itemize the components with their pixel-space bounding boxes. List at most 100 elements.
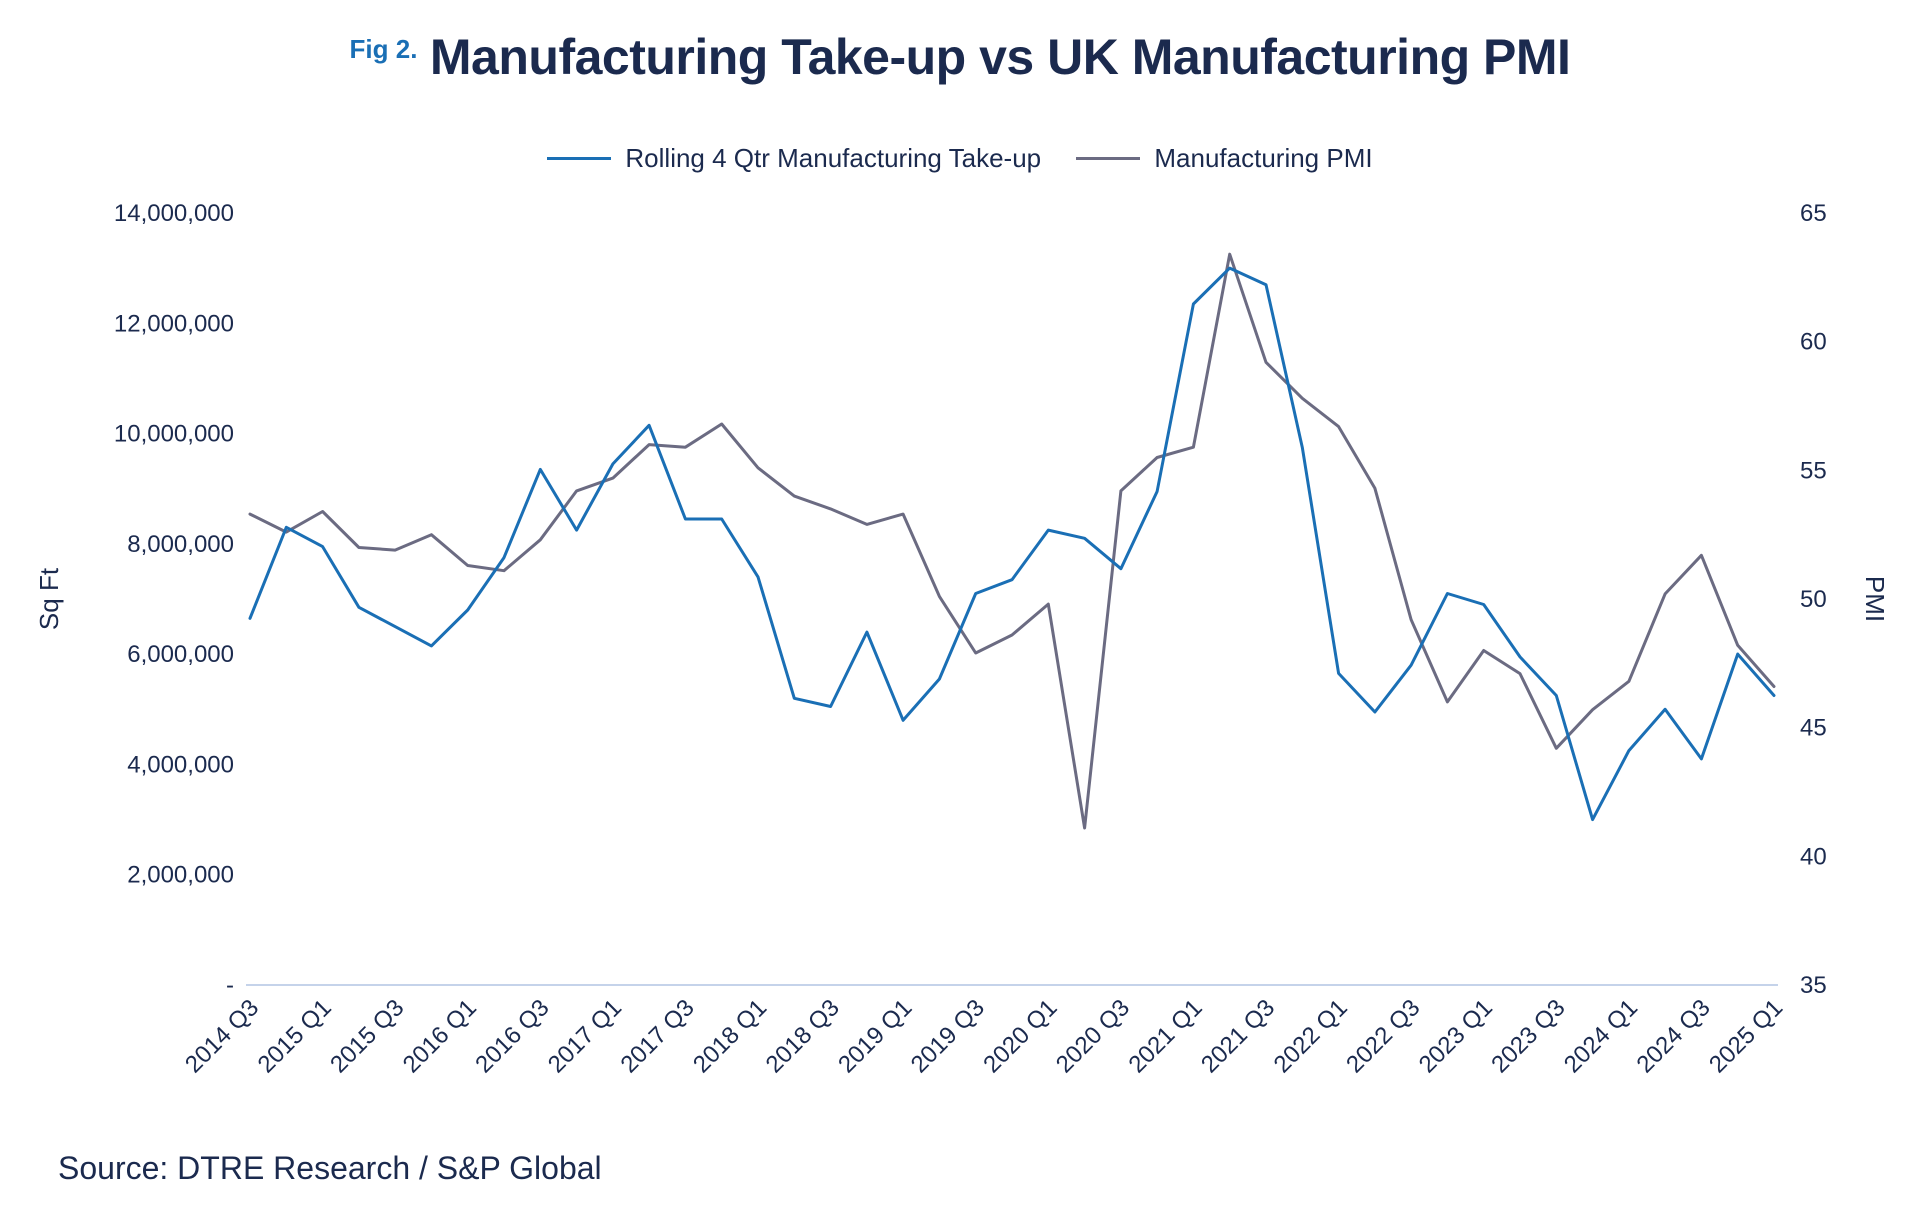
x-tick-label: 2017 Q1: [543, 994, 627, 1078]
series-line-takeup: [248, 266, 1776, 822]
legend-swatch-pmi: [1076, 157, 1141, 160]
pmi-point: [1228, 252, 1232, 256]
takeup-point: [248, 616, 252, 620]
y-right-axis-title: PMI: [1860, 576, 1890, 622]
takeup-point: [1627, 748, 1631, 752]
takeup-point: [1300, 445, 1304, 449]
takeup-point: [1699, 757, 1703, 761]
takeup-point: [1373, 710, 1377, 714]
pmi-point: [720, 422, 724, 426]
takeup-point: [1409, 663, 1413, 667]
pmi-point: [357, 545, 361, 549]
pmi-point: [248, 512, 252, 516]
takeup-point: [1155, 489, 1159, 493]
pmi-point: [1191, 445, 1195, 449]
takeup-point: [1046, 528, 1050, 532]
x-tick-label: 2016 Q3: [470, 994, 554, 1078]
legend: Rolling 4 Qtr Manufacturing Take-up Manu…: [0, 136, 1920, 174]
x-tick-label: 2019 Q3: [906, 994, 990, 1078]
pmi-point: [611, 476, 615, 480]
pmi-point: [937, 594, 941, 598]
x-tick-label: 2017 Q3: [615, 994, 699, 1078]
pmi-point: [792, 494, 796, 498]
pmi-point: [901, 512, 905, 516]
x-tick-label: 2025 Q1: [1704, 994, 1788, 1078]
pmi-point: [466, 563, 470, 567]
x-tick-label: 2023 Q3: [1486, 994, 1570, 1078]
legend-label-takeup: Rolling 4 Qtr Manufacturing Take-up: [625, 143, 1042, 173]
y-left-tick-label: 4,000,000: [127, 751, 234, 778]
series-layer: [248, 252, 1776, 830]
figure-label: Fig 2.: [349, 34, 418, 64]
x-tick-label: 2024 Q3: [1631, 994, 1715, 1078]
x-tick-label: 2020 Q3: [1051, 994, 1135, 1078]
takeup-point: [683, 517, 687, 521]
takeup-point: [828, 704, 832, 708]
x-tick-label: 2022 Q1: [1269, 994, 1353, 1078]
pmi-point: [865, 522, 869, 526]
pmi-point: [756, 466, 760, 470]
takeup-point: [320, 544, 324, 548]
pmi-point: [538, 538, 542, 542]
pmi-point: [828, 507, 832, 511]
x-tick-label: 2019 Q1: [833, 994, 917, 1078]
y-left-axis-title: Sq Ft: [34, 567, 64, 630]
pmi-point: [429, 533, 433, 537]
takeup-point: [1082, 536, 1086, 540]
takeup-point: [284, 525, 288, 529]
x-tick-label: 2020 Q1: [978, 994, 1062, 1078]
x-tick-label: 2016 Q1: [398, 994, 482, 1078]
x-tick-label: 2023 Q1: [1414, 994, 1498, 1078]
y-right-tick-label: 55: [1800, 457, 1827, 484]
takeup-point: [647, 423, 651, 427]
pmi-point: [1590, 708, 1594, 712]
takeup-point: [1772, 693, 1776, 697]
legend-swatch-takeup: [547, 157, 612, 160]
y-left-tick-label: 12,000,000: [114, 310, 234, 337]
takeup-point: [393, 624, 397, 628]
x-tick-label: 2024 Q1: [1559, 994, 1643, 1078]
takeup-point: [792, 696, 796, 700]
takeup-point: [611, 462, 615, 466]
chart-title: Manufacturing Take-up vs UK Manufacturin…: [429, 29, 1571, 85]
x-tick-label: 2014 Q3: [180, 994, 264, 1078]
pmi-point: [1699, 553, 1703, 557]
y-left-tick-label: 6,000,000: [127, 641, 234, 668]
y-left-tick-label: 8,000,000: [127, 531, 234, 558]
pmi-point: [1264, 360, 1268, 364]
x-tick-label: 2015 Q3: [325, 994, 409, 1078]
pmi-point: [1155, 455, 1159, 459]
pmi-point: [647, 442, 651, 446]
pmi-point: [393, 548, 397, 552]
takeup-point: [574, 528, 578, 532]
pmi-point: [1554, 746, 1558, 750]
y-right-tick-label: 40: [1800, 843, 1827, 870]
pmi-point: [1119, 489, 1123, 493]
x-tick-label: 2018 Q1: [688, 994, 772, 1078]
y-right-tick-label: 65: [1800, 200, 1827, 227]
y-right-tick-label: 50: [1800, 586, 1827, 613]
y-right-tick-label: 60: [1800, 329, 1827, 356]
pmi-point: [1482, 648, 1486, 652]
pmi-point: [1046, 602, 1050, 606]
takeup-point: [1482, 602, 1486, 606]
takeup-point: [357, 605, 361, 609]
takeup-point: [1119, 567, 1123, 571]
pmi-point: [574, 489, 578, 493]
takeup-point: [1518, 655, 1522, 659]
chart-title-row: Fig 2. Manufacturing Take-up vs UK Manuf…: [0, 28, 1920, 86]
pmi-point: [1373, 486, 1377, 490]
takeup-point: [1228, 266, 1232, 270]
takeup-point: [720, 517, 724, 521]
x-tick-label: 2021 Q3: [1196, 994, 1280, 1078]
source-note: Source: DTRE Research / S&P Global: [58, 1150, 602, 1186]
pmi-point: [1336, 424, 1340, 428]
takeup-point: [466, 608, 470, 612]
takeup-point: [901, 718, 905, 722]
y-left-tick-label: 10,000,000: [114, 421, 234, 448]
takeup-point: [756, 575, 760, 579]
takeup-point: [429, 644, 433, 648]
y-right-tick-label: 35: [1800, 972, 1827, 999]
x-tick-label: 2021 Q1: [1123, 994, 1207, 1078]
y-right-tick-label: 45: [1800, 715, 1827, 742]
